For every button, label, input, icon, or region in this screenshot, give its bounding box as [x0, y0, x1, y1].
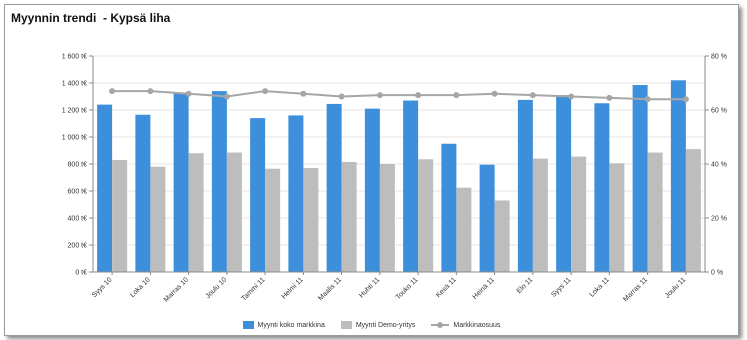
bar-demo	[189, 153, 204, 272]
bar-market	[327, 104, 342, 272]
chart-legend: Myynti koko markkina Myynti Demo-yritys Ma…	[5, 321, 738, 329]
legend-item: Markkinaosuus	[431, 321, 500, 329]
bar-demo	[571, 157, 586, 272]
y-right-tick-label: 20 %	[711, 216, 727, 223]
legend-label: Myynti Demo-yritys	[356, 322, 416, 329]
bar-market	[365, 109, 380, 272]
bar-demo	[303, 168, 318, 272]
bar-market	[403, 101, 418, 272]
y-left-tick-label: 1 200 t€	[62, 108, 87, 115]
bar-demo	[609, 163, 624, 272]
bar-market	[288, 115, 303, 272]
bar-market	[212, 91, 227, 272]
market-share-point	[568, 94, 574, 100]
x-tick-label: Marras 11	[622, 276, 649, 303]
bar-demo	[342, 162, 357, 272]
y-left-tick-label: 800 t€	[68, 162, 88, 169]
bar-demo	[150, 167, 165, 272]
x-tick-label: Huhti 11	[358, 276, 381, 299]
market-share-point	[224, 94, 230, 100]
legend-line-swatch	[431, 321, 449, 329]
x-tick-label: Syys 10	[91, 276, 114, 299]
trend-chart: 0 t€ 200 t€ 400 t€ 600 t€ 800 t€ 1 000 t€ 1 20…	[5, 5, 738, 319]
x-tick-label: Syys 11	[550, 276, 572, 298]
bar-market	[135, 115, 150, 272]
y-right-tick-label: 60 %	[711, 108, 727, 115]
bar-demo	[418, 159, 433, 272]
bar-demo	[456, 188, 471, 272]
bar-market	[480, 165, 495, 272]
legend-label: Markkinaosuus	[453, 322, 500, 329]
legend-item: Myynti koko markkina	[243, 321, 325, 329]
bar-market	[594, 103, 609, 272]
x-tick-label: Elo 11	[516, 276, 535, 295]
y-left-tick-label: 600 t€	[68, 189, 88, 196]
bar-demo	[380, 164, 395, 272]
bar-demo	[533, 159, 548, 272]
x-tick-label: Tammi 11	[240, 276, 266, 302]
x-tick-label: Loka 10	[129, 276, 152, 299]
bar-demo	[648, 153, 663, 272]
legend-swatch	[243, 321, 254, 329]
market-share-point	[300, 91, 306, 97]
market-share-point	[453, 92, 459, 98]
bar-market	[633, 85, 648, 272]
market-share-point	[147, 88, 153, 94]
bar-market	[671, 80, 686, 272]
bar-market	[250, 118, 265, 272]
x-tick-label: Joulu 10	[205, 276, 229, 300]
y-right-tick-label: 0 %	[711, 270, 723, 277]
bar-market	[174, 93, 189, 272]
x-tick-label: Touko 11	[395, 276, 420, 301]
y-right-tick-label: 80 %	[711, 54, 727, 61]
market-share-point	[377, 92, 383, 98]
bar-market	[556, 95, 571, 272]
x-tick-label: Joulu 11	[664, 276, 687, 299]
bar-market	[441, 144, 456, 272]
y-left-tick-label: 1 400 t€	[62, 81, 87, 88]
market-share-point	[415, 92, 421, 98]
x-tick-label: Maalis 11	[317, 276, 343, 302]
bar-market	[97, 105, 112, 272]
market-share-point	[339, 94, 345, 100]
market-share-point	[262, 88, 268, 94]
market-share-point	[109, 88, 115, 94]
bar-market	[518, 100, 533, 272]
bar-demo	[112, 160, 127, 272]
legend-item: Myynti Demo-yritys	[341, 321, 416, 329]
y-left-tick-label: 1 600 t€	[62, 54, 87, 61]
y-left-tick-label: 400 t€	[68, 216, 88, 223]
y-left-tick-label: 200 t€	[68, 243, 88, 250]
market-share-point	[645, 96, 651, 102]
bar-demo	[265, 169, 280, 272]
bar-demo	[227, 153, 242, 272]
bar-demo	[495, 200, 510, 272]
market-share-point	[683, 96, 689, 102]
legend-label: Myynti koko markkina	[258, 322, 325, 329]
y-left-tick-label: 0 t€	[75, 270, 87, 277]
market-share-point	[606, 95, 612, 101]
bar-demo	[686, 149, 701, 272]
x-tick-label: Marras 10	[163, 276, 190, 303]
legend-swatch	[341, 321, 352, 329]
y-right-tick-label: 40 %	[711, 162, 727, 169]
y-left-tick-label: 1 000 t€	[62, 135, 87, 142]
x-tick-label: Helmi 11	[281, 276, 305, 300]
x-tick-label: Loka 11	[589, 276, 611, 298]
market-share-point	[530, 92, 536, 98]
market-share-line	[112, 91, 686, 99]
market-share-point	[492, 91, 498, 97]
x-tick-label: Heinä 11	[472, 276, 496, 300]
x-tick-label: Kesä 11	[435, 276, 458, 299]
market-share-point	[186, 91, 192, 97]
chart-panel: Myynnin trendi - Kypsä liha 0 t€ 200 t€ 40…	[4, 4, 739, 336]
